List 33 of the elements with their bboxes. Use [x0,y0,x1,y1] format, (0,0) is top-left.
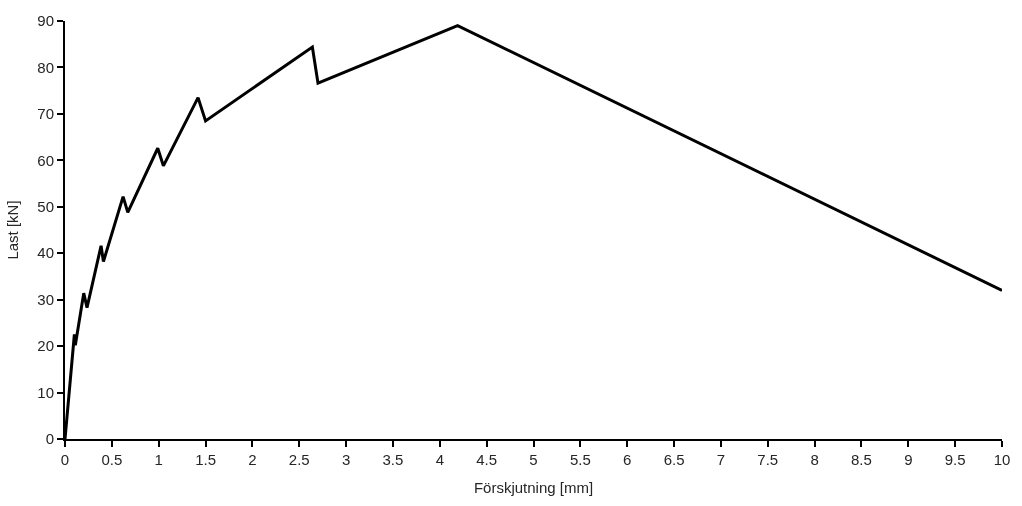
y-tick-label: 0 [45,430,54,448]
x-tick-label: 9 [904,451,913,468]
x-tick-label: 8.5 [851,451,872,468]
x-tick-label: 6.5 [663,451,685,468]
y-tick-label: 20 [37,337,54,355]
y-tick-label: 50 [37,198,54,216]
x-tick-label: 1 [154,451,163,468]
x-tick-label: 1.5 [195,451,216,468]
x-tick-label: 7.5 [757,451,779,468]
x-tick-label: 4 [435,451,444,468]
x-tick-label: 4.5 [476,451,498,468]
y-tick-label: 70 [37,105,54,123]
x-tick-label: 6 [623,451,632,468]
y-tick-label: 60 [37,151,54,169]
y-tick-label: 10 [37,383,54,401]
y-tick-label: 80 [37,58,54,76]
x-tick-label: 10 [993,451,1011,468]
x-axis-title: Förskjutning [mm] [473,478,594,496]
x-tick-label: 0.5 [101,451,123,468]
y-tick-label: 90 [37,12,54,30]
x-tick-label: 8 [810,451,819,468]
y-tick-label: 40 [37,244,54,262]
x-tick-label: 9.5 [944,451,966,468]
x-tick-label: 2 [248,451,257,468]
y-tick-label: 30 [37,290,54,308]
x-tick-label: 0 [60,451,70,468]
x-tick-label: 3.5 [382,451,404,468]
x-tick-label: 2.5 [288,451,310,468]
y-axis-title: Last [kN] [4,200,22,260]
x-tick-label: 7 [716,451,726,468]
x-tick-label: 5 [529,451,538,468]
x-tick-label: 3 [341,451,351,468]
x-tick-label: 5.5 [569,451,591,468]
